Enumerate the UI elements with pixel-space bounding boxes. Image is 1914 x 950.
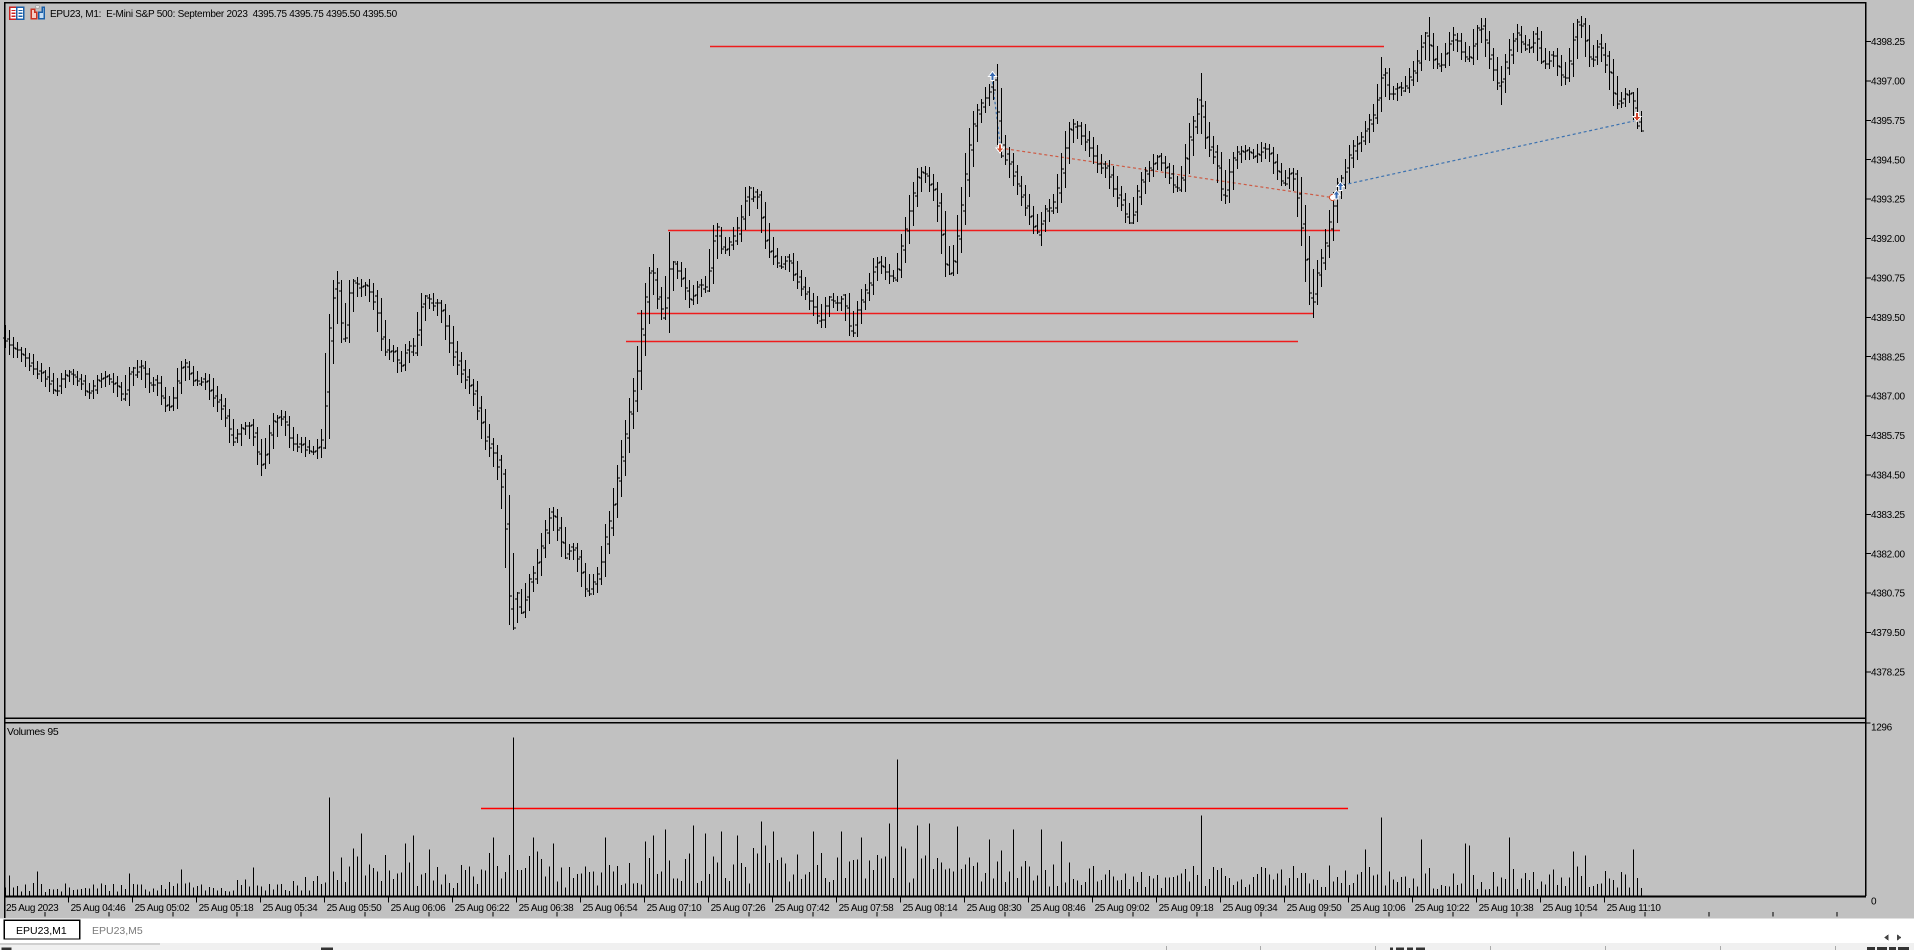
svg-text:25 Aug 10:38: 25 Aug 10:38 xyxy=(1479,903,1535,914)
svg-text:25 Aug 08:46: 25 Aug 08:46 xyxy=(1031,903,1087,914)
svg-text:4384.50: 4384.50 xyxy=(1871,471,1905,482)
svg-text:4392.00: 4392.00 xyxy=(1871,234,1905,245)
svg-text:25 Aug 05:50: 25 Aug 05:50 xyxy=(327,903,383,914)
svg-text:25 Aug 06:38: 25 Aug 06:38 xyxy=(519,903,575,914)
svg-text:4398.25: 4398.25 xyxy=(1871,37,1905,48)
svg-text:25 Aug 09:50: 25 Aug 09:50 xyxy=(1287,903,1343,914)
svg-text:4393.25: 4393.25 xyxy=(1871,195,1905,206)
svg-text:25 Aug 07:26: 25 Aug 07:26 xyxy=(711,903,767,914)
svg-text:4379.50: 4379.50 xyxy=(1871,628,1905,639)
svg-text:4389.50: 4389.50 xyxy=(1871,313,1905,324)
svg-text:4378.25: 4378.25 xyxy=(1871,668,1905,679)
svg-text:25 Aug 10:06: 25 Aug 10:06 xyxy=(1351,903,1407,914)
svg-text:25 Aug 10:54: 25 Aug 10:54 xyxy=(1543,903,1599,914)
svg-text:25 Aug 05:02: 25 Aug 05:02 xyxy=(135,903,191,914)
svg-text:25 Aug 2023: 25 Aug 2023 xyxy=(6,903,59,914)
svg-text:25 Aug 06:06: 25 Aug 06:06 xyxy=(391,903,447,914)
svg-text:25 Aug 06:22: 25 Aug 06:22 xyxy=(455,903,511,914)
svg-text:25 Aug 06:54: 25 Aug 06:54 xyxy=(583,903,639,914)
svg-text:4385.75: 4385.75 xyxy=(1871,431,1905,442)
svg-text:25 Aug 07:58: 25 Aug 07:58 xyxy=(839,903,895,914)
svg-text:4397.00: 4397.00 xyxy=(1871,77,1905,88)
svg-text:25 Aug 07:42: 25 Aug 07:42 xyxy=(775,903,831,914)
svg-text:25 Aug 05:18: 25 Aug 05:18 xyxy=(199,903,255,914)
svg-text:4383.25: 4383.25 xyxy=(1871,510,1905,521)
svg-text:0: 0 xyxy=(1871,897,1877,908)
svg-text:4382.00: 4382.00 xyxy=(1871,549,1905,560)
svg-text:25 Aug 11:10: 25 Aug 11:10 xyxy=(1607,903,1662,914)
svg-text:EPU23,M5: EPU23,M5 xyxy=(92,925,143,937)
svg-text:4388.25: 4388.25 xyxy=(1871,352,1905,363)
svg-text:25 Aug 07:10: 25 Aug 07:10 xyxy=(647,903,703,914)
svg-text:4390.75: 4390.75 xyxy=(1871,274,1905,285)
svg-text:25 Aug 09:02: 25 Aug 09:02 xyxy=(1095,903,1151,914)
svg-text:4394.50: 4394.50 xyxy=(1871,155,1905,166)
svg-text:25 Aug 05:34: 25 Aug 05:34 xyxy=(263,903,319,914)
svg-text:1296: 1296 xyxy=(1871,723,1893,734)
svg-text:25 Aug 09:18: 25 Aug 09:18 xyxy=(1159,903,1215,914)
svg-text:4395.75: 4395.75 xyxy=(1871,116,1905,127)
svg-text:EPU23,M1: EPU23,M1 xyxy=(16,925,67,937)
svg-text:25 Aug 10:22: 25 Aug 10:22 xyxy=(1415,903,1471,914)
svg-text:25 Aug 08:14: 25 Aug 08:14 xyxy=(903,903,959,914)
svg-text:4387.00: 4387.00 xyxy=(1871,392,1905,403)
svg-text:25 Aug 04:46: 25 Aug 04:46 xyxy=(71,903,127,914)
svg-text:Volumes 95: Volumes 95 xyxy=(7,726,59,738)
svg-text:4380.75: 4380.75 xyxy=(1871,589,1905,600)
svg-text:25 Aug 09:34: 25 Aug 09:34 xyxy=(1223,903,1279,914)
svg-text:EPU23, M1: E-Mini S&P 500: Se: EPU23, M1: E-Mini S&P 500: September 202… xyxy=(50,9,398,20)
svg-text:25 Aug 08:30: 25 Aug 08:30 xyxy=(967,903,1023,914)
